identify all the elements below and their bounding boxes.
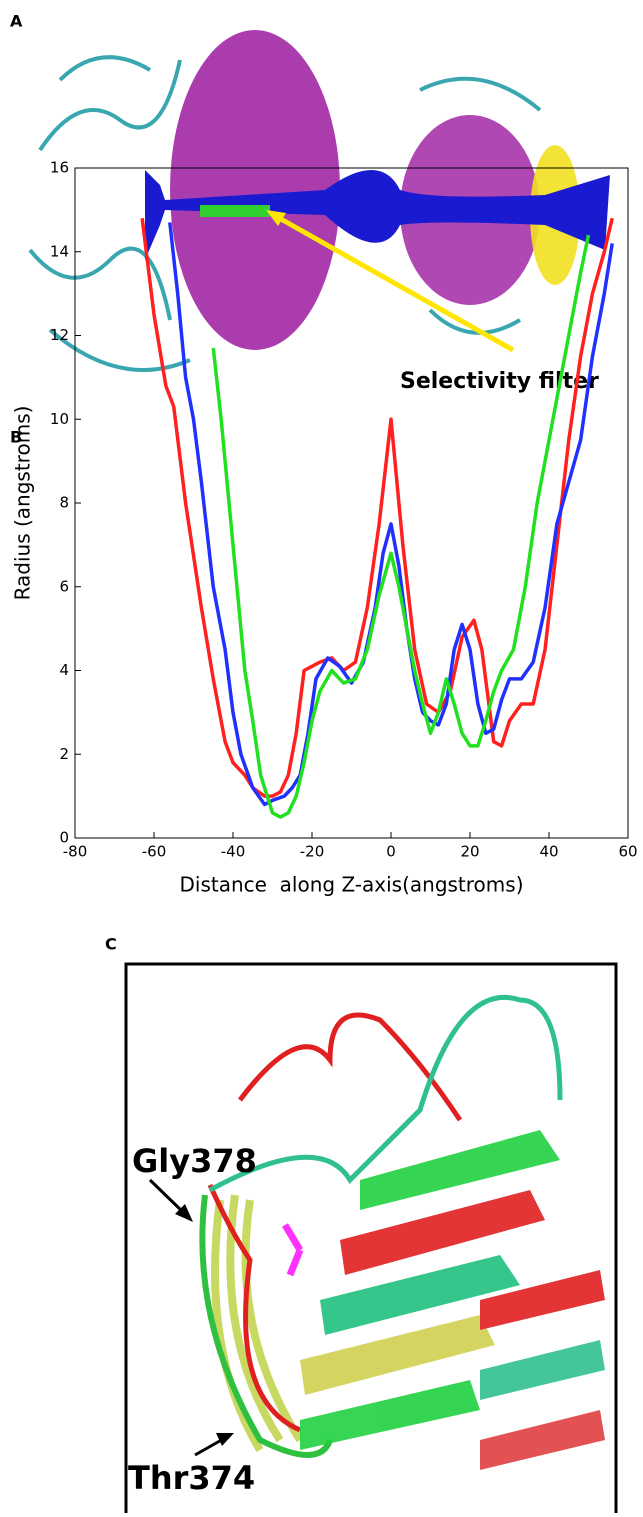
y-tick-label: 6 — [59, 577, 69, 595]
chart: 0 2 4 6 8 10 12 14 16 -80 -60 -40 -20 0 20 40 60 Distance… — [11, 159, 638, 897]
protein-render — [28, 30, 610, 372]
x-axis-label: Distance along Z-axis(angstroms) — [180, 873, 524, 897]
series-line — [211, 234, 591, 819]
annotation: Thr374 — [128, 1459, 255, 1497]
series-line — [140, 217, 614, 798]
x-tick-label: -80 — [63, 843, 88, 861]
y-tick-label: 8 — [59, 494, 69, 512]
panel-label: A — [10, 12, 23, 31]
x-tick-label: 40 — [539, 843, 558, 861]
x-tick-label: -60 — [142, 843, 167, 861]
annotation: Gly378 — [132, 1142, 257, 1180]
x-tick-label: 20 — [460, 843, 479, 861]
structure-render — [124, 962, 618, 1517]
y-tick-label: 14 — [50, 242, 69, 260]
panel-label: B — [10, 428, 22, 447]
y-tick-label: 12 — [50, 326, 69, 344]
x-tick-label: -40 — [221, 843, 246, 861]
y-tick-label: 10 — [50, 410, 69, 428]
y-tick-label: 16 — [50, 159, 69, 177]
panel-label: C — [105, 935, 117, 954]
x-tick-label: -20 — [300, 843, 325, 861]
annotation: Selectivity filter — [400, 369, 599, 394]
y-axis-label: Radius (angstroms) — [11, 406, 35, 601]
y-tick-label: 4 — [59, 661, 69, 679]
series-line — [168, 222, 614, 807]
y-tick-label: 2 — [59, 745, 69, 763]
y-tick-label: 0 — [59, 829, 69, 847]
x-tick-label: 60 — [618, 843, 637, 861]
x-tick-label: 0 — [386, 843, 396, 861]
